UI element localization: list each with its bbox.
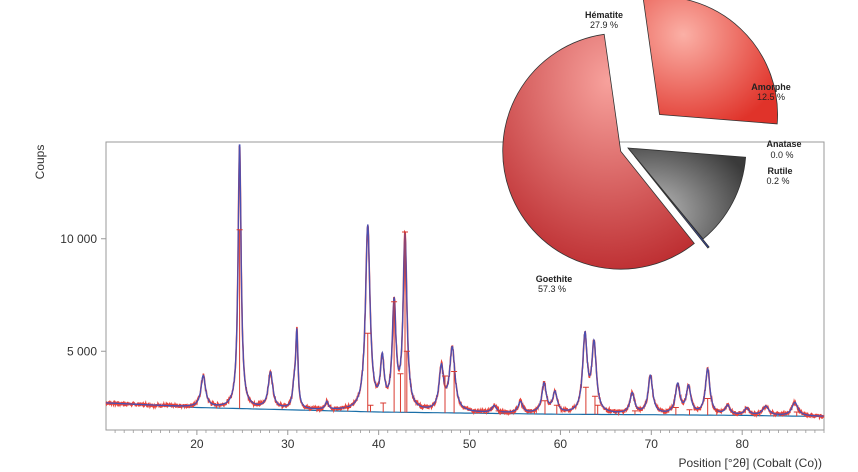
pie-label-rutile-value: 0.2 %: [766, 176, 789, 186]
pie-label-goethite-name: Goethite: [536, 274, 573, 284]
pie-label-anatase: Anatase 0.0 %: [766, 139, 801, 160]
pie-label-amorphe-name: Amorphe: [751, 82, 791, 92]
pie-label-rutile-name: Rutile: [767, 166, 792, 176]
reference-lines-layer: [237, 230, 800, 416]
pie-label-goethite: Goethite 57.3 %: [536, 274, 573, 294]
pie-label-amorphe: Amorphe 12.5 %: [751, 82, 791, 102]
pie-label-amorphe-value: 12.5 %: [757, 92, 785, 102]
x-tick-label-80: 80: [736, 437, 750, 451]
y-axis-label: Coups: [33, 145, 47, 180]
pie-label-anatase-name: Anatase: [766, 139, 801, 149]
y-tick-label-10000: 10 000: [60, 232, 97, 246]
pie-label-anatase-value: 0.0 %: [770, 150, 793, 160]
x-tick-label-40: 40: [372, 437, 386, 451]
x-tick-label-50: 50: [463, 437, 477, 451]
x-tick-label-30: 30: [281, 437, 295, 451]
pie-label-goethite-value: 57.3 %: [538, 284, 566, 294]
pie-label-hematite: Hématite 27.9 %: [585, 10, 623, 30]
phase-pie-chart: [503, 0, 778, 269]
pie-slice-hematite: [643, 0, 777, 124]
x-axis-label: Position [°2θ] (Cobalt (Co)): [678, 456, 822, 470]
pie-label-hematite-name: Hématite: [585, 10, 623, 20]
x-tick-label-20: 20: [190, 437, 204, 451]
x-tick-label-60: 60: [554, 437, 568, 451]
y-tick-label-5000: 5 000: [67, 344, 97, 358]
pie-label-rutile: Rutile 0.2 %: [766, 166, 792, 186]
axes-layer: 20 30 40 50 60 70 80 5 000 10 000: [60, 232, 824, 451]
x-tick-label-70: 70: [645, 437, 659, 451]
pie-label-hematite-value: 27.9 %: [590, 20, 618, 30]
